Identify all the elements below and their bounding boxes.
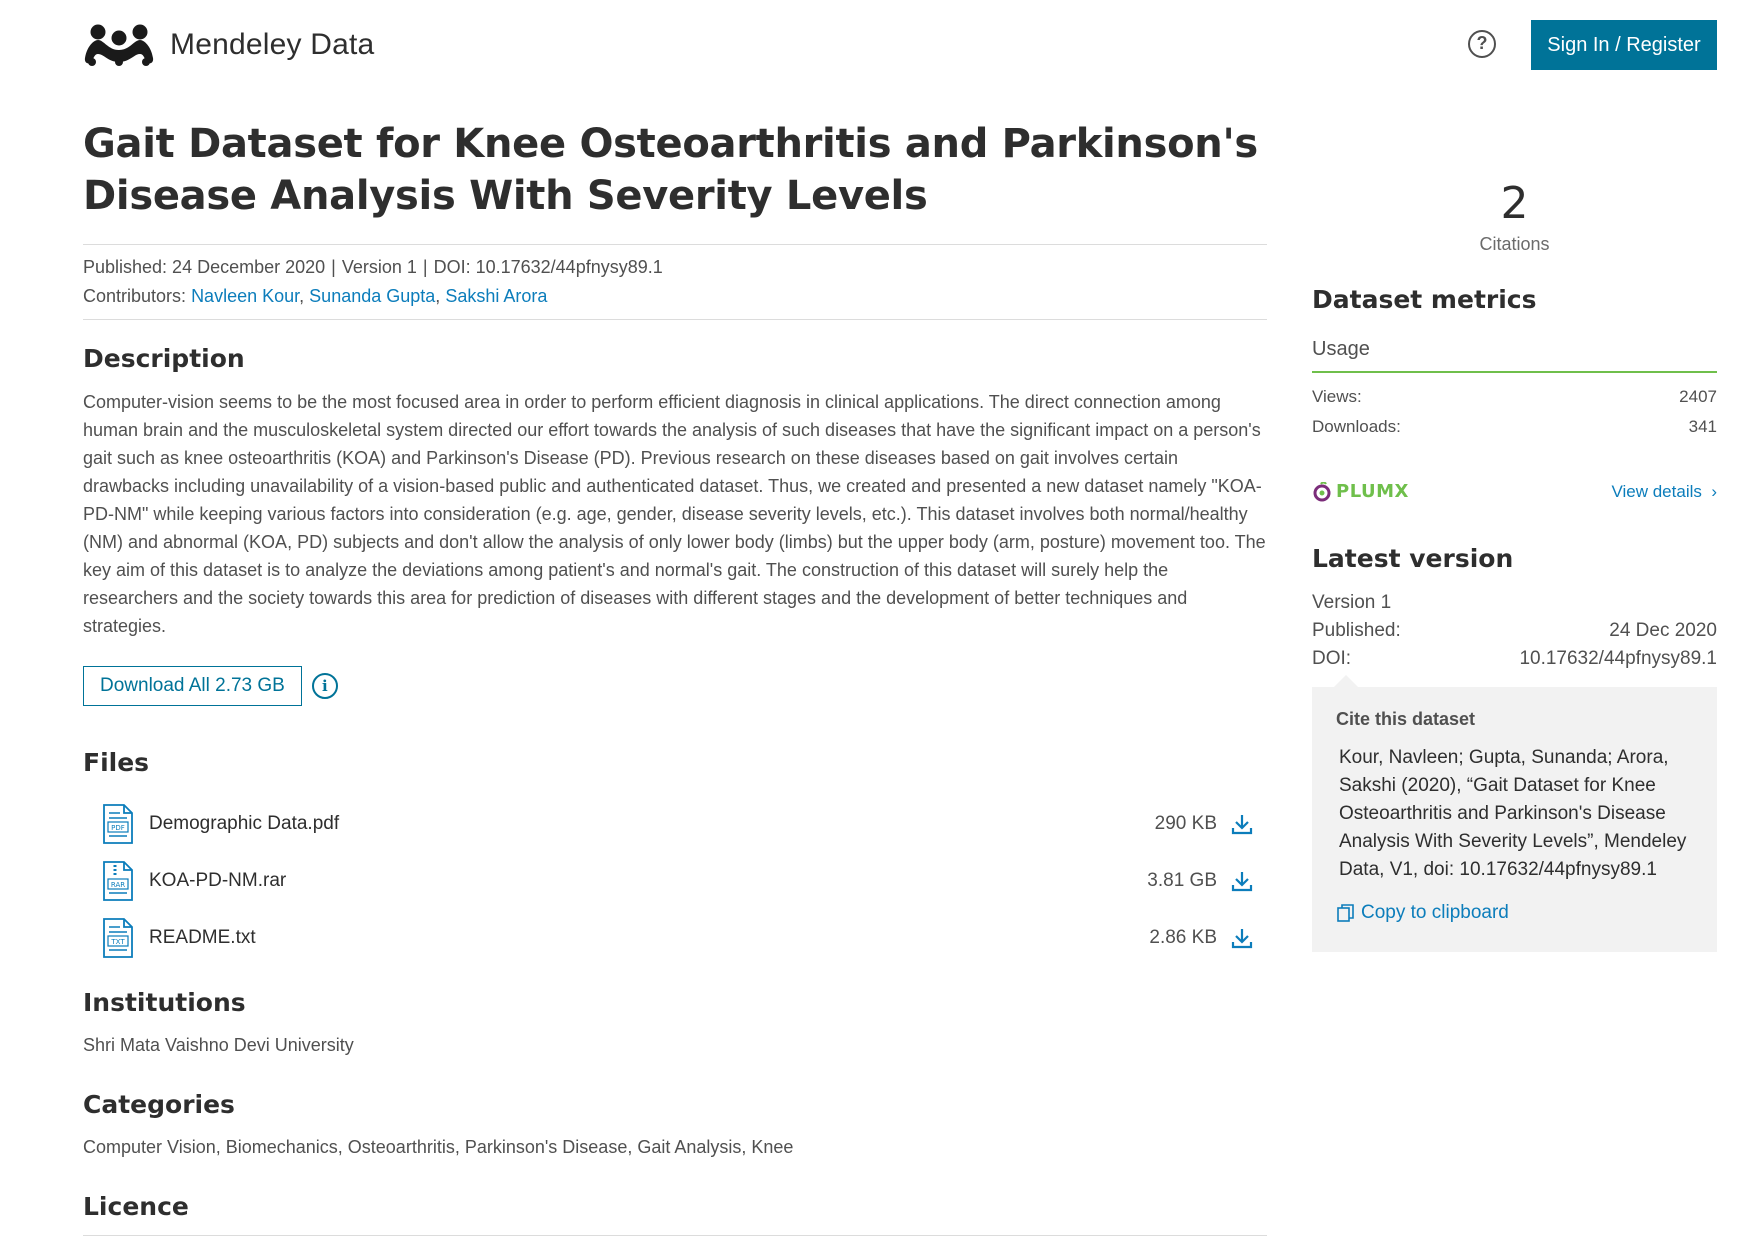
divider [83,1235,1267,1236]
svg-text:RAR: RAR [111,881,125,889]
downloads-row: Downloads: 341 [1312,417,1717,437]
contributor-separator: , [299,286,305,306]
file-size: 3.81 GB [1147,869,1217,891]
file-pdf-icon: PDF [103,803,133,844]
plumx-wordmark: PLUMX [1336,481,1409,502]
sign-in-register-button[interactable]: Sign In / Register [1531,20,1717,70]
dataset-meta: Published: 24 December 2020 | Version 1 | DO… [83,244,1267,320]
latest-version-details: Version 1 Published: 24 Dec 2020 DOI: 10… [1312,589,1717,673]
svg-text:PDF: PDF [111,824,125,832]
contributor-link[interactable]: Navleen Kour [191,286,300,306]
views-label: Views: [1312,387,1362,406]
licence-heading: Licence [83,1192,189,1221]
plumx-logo-icon [1313,481,1331,501]
meta-separator: | [422,257,428,277]
copy-to-clipboard-button[interactable]: Copy to clipboard [1336,902,1693,924]
doi-label: DOI: 10.17632/44pfnysy89.1 [433,257,663,277]
view-details-label: View details [1611,481,1702,501]
cite-box: Cite this dataset Kour, Navleen; Gupta, … [1312,675,1717,952]
categories-list: Computer Vision, Biomechanics, Osteoarth… [83,1137,794,1157]
doi-row: DOI: 10.17632/44pfnysy89.1 [1312,645,1717,673]
chevron-right-icon: › [1711,481,1717,501]
plumx-row: PLUMX View details › [1312,481,1717,502]
info-icon[interactable]: i [311,673,338,699]
files-heading: Files [83,748,150,777]
cite-heading: Cite this dataset [1336,709,1476,729]
brand-name: Mendeley Data [170,28,375,61]
views-row: Views: 2407 [1312,387,1717,407]
meta-separator: | [331,257,336,277]
copy-label: Copy to clipboard [1361,902,1509,923]
published-row: Published: 24 Dec 2020 [1312,617,1717,645]
published-label: Published: [1312,620,1401,641]
contributor-separator: , [435,286,441,306]
brand-logo[interactable]: Mendeley Data [82,24,374,66]
institutions-heading: Institutions [83,988,246,1017]
file-rar-icon: RAR [103,860,133,901]
page-title: Gait Dataset for Knee Osteoarthritis and… [83,121,1258,219]
svg-text:TXT: TXT [110,938,125,946]
download-all-row: Download All 2.73 GB i [83,666,1267,706]
version-label: Version 1 [1312,592,1392,613]
file-name[interactable]: KOA-PD-NM.rar [149,869,287,891]
file-row[interactable]: RAR KOA-PD-NM.rar 3.81 GB [83,852,1267,909]
description-heading: Description [83,344,245,373]
contributors-line: Contributors: Navleen Kour, Sunanda Gupt… [83,282,1267,311]
version-label: Version 1 [341,257,417,277]
publication-line: Published: 24 December 2020 | Version 1 | DO… [83,253,1267,282]
download-icon[interactable] [1231,870,1253,892]
site-header: Mendeley Data ? Sign In / Register [0,0,1756,100]
citations-count: 2 [1500,178,1529,229]
dataset-metrics-heading: Dataset metrics [1312,285,1537,314]
latest-version-heading: Latest version [1312,544,1514,573]
citation-text: Kour, Navleen; Gupta, Sunanda; Arora, Sa… [1339,747,1687,880]
sidebar: 2 Citations Dataset metrics Usage Views:… [1312,180,1717,952]
download-icon[interactable] [1231,813,1253,835]
file-txt-icon: TXT [103,917,133,958]
file-name[interactable]: Demographic Data.pdf [149,812,340,834]
copy-icon [1337,904,1354,922]
download-icon[interactable] [1231,927,1253,949]
plumx-logo[interactable]: PLUMX [1312,481,1409,502]
file-size: 2.86 KB [1149,926,1217,948]
file-row[interactable]: PDF Demographic Data.pdf 290 KB [83,795,1267,852]
doi-label: DOI: [1312,648,1352,669]
citations-label: Citations [1479,234,1550,254]
downloads-label: Downloads: [1312,417,1401,436]
categories-heading: Categories [83,1090,235,1119]
file-row[interactable]: TXT README.txt 2.86 KB [83,909,1267,966]
published-date: Published: 24 December 2020 [83,257,326,277]
contributor-link[interactable]: Sunanda Gupta [309,286,436,306]
contributor-link[interactable]: Sakshi Arora [445,286,548,306]
file-name[interactable]: README.txt [149,926,256,948]
downloads-value: 341 [1688,417,1717,436]
file-list: PDF Demographic Data.pdf 290 KB RAR KOA-… [83,795,1267,966]
main-content: Gait Dataset for Knee Osteoarthritis and… [83,110,1267,1236]
institution-name: Shri Mata Vaishno Devi University [83,1035,354,1055]
usage-tab[interactable]: Usage [1312,338,1717,373]
help-icon[interactable]: ? [1468,30,1496,58]
published-value: 24 Dec 2020 [1609,620,1717,641]
view-details-link[interactable]: View details › [1611,482,1717,502]
description-text: Computer-vision seems to be the most foc… [83,392,1266,636]
views-value: 2407 [1679,387,1717,406]
download-all-button[interactable]: Download All 2.73 GB [83,666,302,706]
contributors-label: Contributors: [83,286,187,306]
file-size: 290 KB [1154,812,1217,834]
doi-value: 10.17632/44pfnysy89.1 [1519,648,1717,669]
mendeley-logo-icon [84,24,154,66]
